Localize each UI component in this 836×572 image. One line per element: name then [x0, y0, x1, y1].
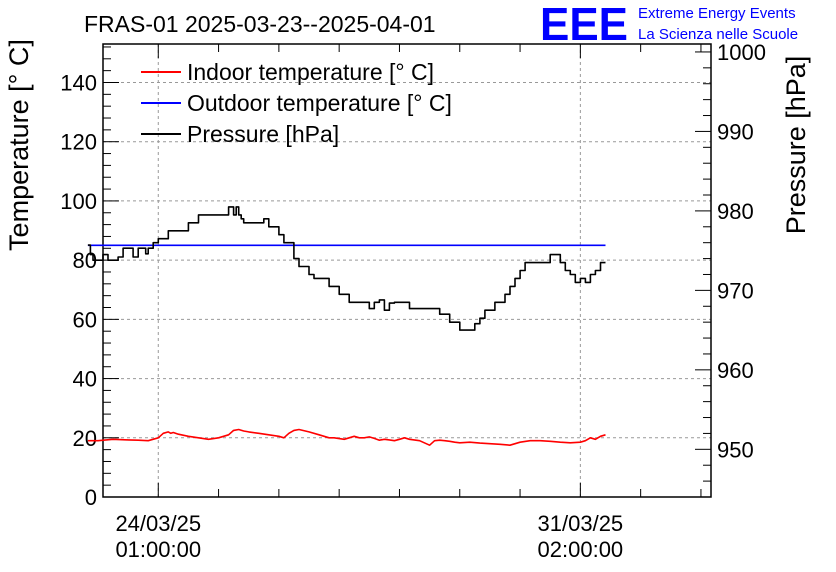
right-tick-label: 960 — [717, 358, 754, 383]
plot-frame — [102, 43, 712, 498]
x-tick-label-date: 31/03/25 — [538, 511, 624, 536]
right-y-axis: 950 960 970 980 990 1000 — [695, 40, 766, 498]
legend-label-indoor-temperature: Indoor temperature [° C] — [187, 59, 434, 85]
left-tick-label: 100 — [60, 189, 97, 214]
right-tick-label: 1000 — [717, 40, 766, 65]
x-tick-label-time: 01:00:00 — [115, 537, 201, 562]
logo-line-1: Extreme Energy Events — [638, 5, 796, 22]
logo-letters: EEE — [540, 0, 628, 50]
pressure-line — [87, 206, 606, 331]
left-axis-label: Temperature [° C] — [4, 39, 34, 251]
indoor-temperature-line — [87, 428, 606, 446]
right-tick-label: 970 — [717, 278, 754, 303]
right-tick-label: 990 — [717, 119, 754, 144]
left-tick-label: 40 — [73, 367, 97, 392]
legend-label-outdoor-temperature: Outdoor temperature [° C] — [187, 90, 452, 116]
legend: Indoor temperature [° C] Outdoor temperat… — [141, 59, 452, 147]
left-tick-label: 20 — [73, 426, 97, 451]
right-tick-label: 980 — [717, 199, 754, 224]
x-tick-label-date: 24/03/25 — [115, 511, 201, 536]
right-axis-label: Pressure [hPa] — [781, 56, 811, 235]
left-tick-label: 120 — [60, 130, 97, 155]
eee-logo: EEE Extreme Energy Events La Scienza nel… — [540, 0, 798, 50]
left-tick-label: 60 — [73, 307, 97, 332]
chart-title: FRAS-01 2025-03-23--2025-04-01 — [84, 11, 436, 37]
left-tick-label: 140 — [60, 70, 97, 95]
legend-label-pressure: Pressure [hPa] — [187, 121, 339, 147]
series-lines — [87, 206, 606, 446]
x-tick-label-time: 02:00:00 — [538, 537, 624, 562]
left-tick-label: 0 — [85, 485, 97, 510]
right-tick-label: 950 — [717, 437, 754, 462]
logo-line-2: La Scienza nelle Scuole — [638, 26, 798, 43]
